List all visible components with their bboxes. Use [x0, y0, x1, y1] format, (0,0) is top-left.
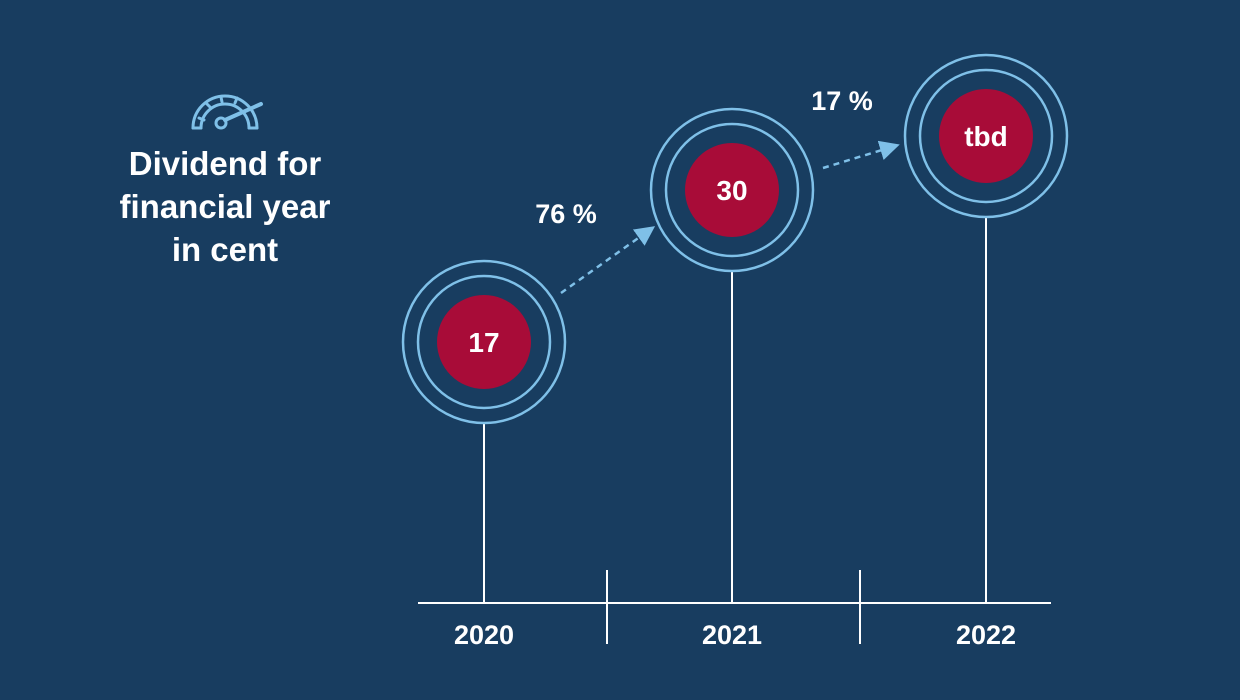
- value-circle: [685, 143, 779, 237]
- value-circle: [437, 295, 531, 389]
- title-block: Dividend for financial year in cent: [100, 84, 350, 271]
- growth-label: 17 %: [811, 86, 873, 116]
- outer-ring: [401, 259, 567, 425]
- outer-ring: [649, 107, 815, 273]
- inner-ring: [918, 68, 1054, 204]
- x-tick-label: 2022: [956, 620, 1016, 650]
- inner-ring: [664, 122, 800, 258]
- x-tick-label: 2021: [702, 620, 762, 650]
- title-line-2: financial year: [119, 188, 331, 225]
- inner-ring: [416, 274, 552, 410]
- growth-arrow: [560, 226, 656, 295]
- value-circle: [939, 89, 1033, 183]
- growth-label: 76 %: [535, 199, 597, 229]
- value-label: 17: [468, 327, 499, 358]
- value-label: 30: [716, 175, 747, 206]
- title-line-1: Dividend for: [128, 145, 322, 182]
- value-label: tbd: [964, 121, 1008, 152]
- title-line-3: in cent: [171, 231, 279, 268]
- outer-ring: [903, 53, 1069, 219]
- x-tick-label: 2020: [454, 620, 514, 650]
- growth-arrow: [822, 140, 900, 170]
- speedometer-icon: [191, 94, 263, 130]
